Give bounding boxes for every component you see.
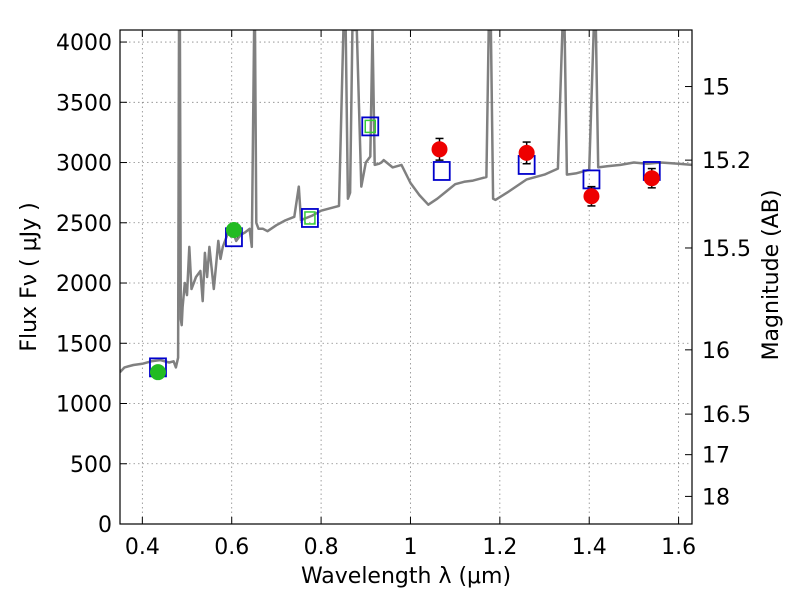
- green-model-box: [364, 119, 376, 134]
- y-tick-label: 0: [98, 513, 112, 538]
- x-tick-label: 0.4: [125, 535, 160, 560]
- data-point: [643, 170, 660, 187]
- observed-photometry-points: [149, 137, 660, 381]
- y2-tick-label: 15.5: [702, 237, 751, 262]
- grid-lines: [120, 30, 692, 525]
- y2-tick-label: 15: [702, 76, 730, 101]
- data-point: [225, 222, 242, 239]
- y2-tick-label: 18: [702, 485, 730, 510]
- x-axis-ticks: 0.4 0.6 0.8 1 1.2 1.4 1.6: [125, 30, 696, 560]
- x-axis-label: Wavelength λ (μm): [301, 564, 511, 589]
- plot-frame: [119, 29, 693, 525]
- y-axis-label: Flux Fν ( μJy ): [17, 202, 42, 351]
- green-model-box: [304, 211, 316, 225]
- data-point: [431, 141, 448, 158]
- y-tick-label: 1000: [56, 393, 112, 418]
- data-point: [583, 188, 600, 205]
- model-box: [582, 169, 601, 190]
- model-box: [432, 161, 451, 181]
- data-point: [149, 364, 166, 381]
- y2-axis-label: Magnitude (AB): [759, 190, 784, 361]
- x-tick-label: 1: [403, 535, 417, 560]
- model-box: [301, 208, 319, 228]
- y-tick-label: 4000: [56, 31, 112, 56]
- spectrum-series: [120, 30, 692, 374]
- model-photometry-boxes: [149, 116, 661, 378]
- x-tick-label: 1.6: [661, 535, 696, 560]
- data-point: [518, 144, 535, 161]
- y2-tick-label: 15.2: [702, 149, 751, 174]
- y-tick-label: 500: [70, 453, 112, 478]
- y2-tick-label: 16: [702, 339, 730, 364]
- y-tick-label: 1500: [56, 332, 112, 357]
- y2-axis-ticks: 15 15.2 15.5 16 16.5 17 18: [685, 76, 751, 510]
- y-tick-label: 2000: [56, 272, 112, 297]
- y-axis-ticks: 0 500 1000 1500 2000 2500 3000 3500 4000: [56, 31, 127, 538]
- y2-tick-label: 16.5: [702, 403, 751, 428]
- y-tick-label: 3500: [56, 91, 112, 116]
- model-box: [361, 116, 380, 137]
- y-tick-label: 2500: [56, 212, 112, 237]
- y2-tick-label: 17: [702, 444, 730, 469]
- x-tick-label: 0.6: [214, 535, 249, 560]
- y-tick-label: 3000: [56, 152, 112, 177]
- x-tick-label: 1.4: [572, 535, 607, 560]
- x-tick-label: 1.2: [482, 535, 517, 560]
- spectrum-line: [120, 30, 692, 374]
- x-tick-label: 0.8: [304, 535, 339, 560]
